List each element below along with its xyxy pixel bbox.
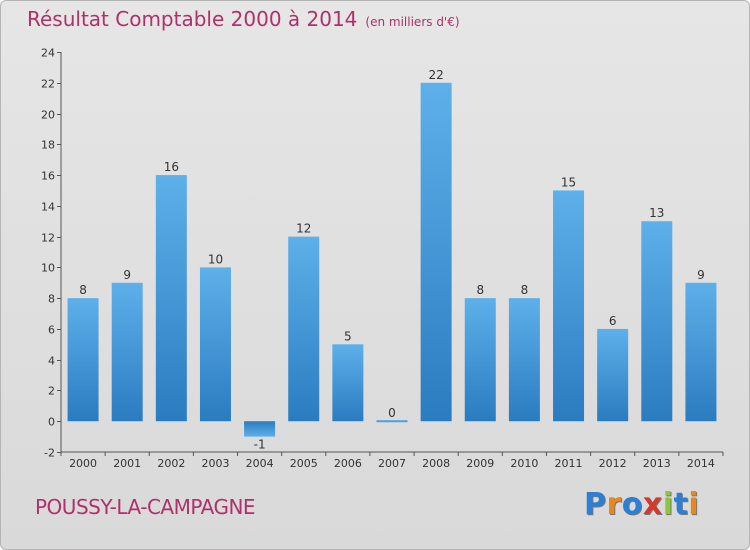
y-tick-label: 10 [41,262,55,275]
bar [641,221,673,422]
x-tick-label: 2005 [290,457,318,470]
x-tick-label: 2001 [113,457,141,470]
y-tick-label: 20 [41,109,55,122]
x-tick-label: 2000 [69,457,97,470]
bar-value-label: 16 [164,160,179,174]
logo-letter: i [688,487,700,522]
y-tick-label: 0 [48,416,55,429]
x-tick-label: 2014 [687,457,715,470]
bar-value-label: 9 [123,268,131,282]
chart-title-text: Résultat Comptable 2000 à 2014 [27,7,358,31]
chart-title: Résultat Comptable 2000 à 2014 (en millie… [27,7,460,31]
bar [553,190,585,422]
bar [244,421,276,437]
x-tick-label: 2002 [157,457,185,470]
bar [420,82,452,422]
bar [199,267,231,422]
bar-value-label: 9 [697,268,705,282]
bar-value-label: 15 [561,175,576,189]
bar [685,282,717,422]
bar [508,298,540,422]
logo-letter: t [673,487,689,522]
y-tick-label: 12 [41,232,55,245]
y-tick-label: 22 [41,78,55,91]
y-tick-label: 2 [48,385,55,398]
bar-value-label: 13 [649,206,664,220]
x-tick-label: 2003 [201,457,229,470]
bar [155,175,187,422]
y-tick-label: 6 [48,324,55,337]
x-tick-label: 2009 [466,457,494,470]
proxiti-logo[interactable]: Proxiti [584,487,699,522]
x-tick-label: 2010 [510,457,538,470]
bar [464,298,496,422]
commune-name: POUSSY-LA-CAMPAGNE [35,495,256,519]
bar-value-label: 5 [344,329,352,343]
x-tick-label: 2012 [599,457,627,470]
chart-unit-note: (en milliers d'€) [365,15,460,29]
bar-value-label: 6 [609,314,617,328]
y-tick-label: 16 [41,170,55,183]
bar-value-label: 8 [521,283,529,297]
bar [376,420,408,423]
bar-value-label: 10 [208,252,223,266]
y-tick-label: 14 [41,201,55,214]
x-tick-label: 2013 [643,457,671,470]
bar-value-label: 0 [388,406,396,420]
y-tick-label: 24 [41,47,55,60]
y-tick-label: -2 [44,447,55,460]
logo-letter: x [642,487,663,522]
bar-value-label: 12 [296,222,311,236]
logo-letter: o [621,487,643,522]
bar [67,298,99,422]
x-tick-label: 2011 [555,457,583,470]
y-tick-label: 4 [48,355,55,368]
bar-value-label: 8 [476,283,484,297]
bar [111,282,143,422]
x-tick-label: 2006 [334,457,362,470]
bar-value-label: -1 [254,438,266,452]
x-tick-label: 2008 [422,457,450,470]
bar-value-label: 22 [428,68,443,82]
logo-letter: P [584,487,607,522]
x-tick-label: 2007 [378,457,406,470]
y-tick-label: 18 [41,139,55,152]
y-tick-label: 8 [48,293,55,306]
bar [288,236,320,422]
bar-value-label: 8 [79,283,87,297]
bar [597,328,629,422]
logo-letter: i [662,487,674,522]
x-tick-label: 2004 [246,457,274,470]
bar [332,344,364,422]
logo-letter: r [606,487,622,522]
